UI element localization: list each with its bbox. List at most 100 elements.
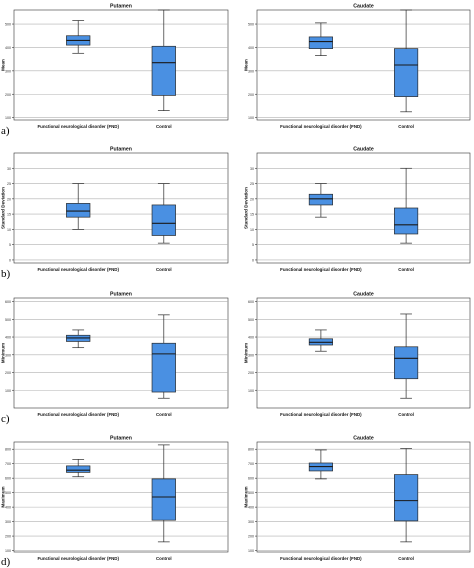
panel-5-ytick-label: 400	[5, 336, 11, 340]
panel-5-ytick-label: 300	[5, 353, 11, 357]
panel-5-frame	[13, 297, 229, 409]
panel-7-ylabel: Maximum	[1, 486, 6, 507]
panel-2-box	[308, 36, 333, 49]
panel-3-ytick-label: 25	[7, 182, 11, 186]
panel-7-ytick-label: 400	[5, 506, 11, 510]
panel-8-xtick-label: Functional neurological disorder (FND)	[280, 556, 362, 561]
panel-7-ytick-label: 500	[5, 491, 11, 495]
panel-3-box	[151, 204, 176, 236]
panel-1-xtick-label: Control	[156, 124, 172, 129]
panel-5-ytick-label: 500	[5, 318, 11, 322]
panel-7-ytick-label: 200	[5, 535, 11, 539]
panel-8-ytick-label: 300	[248, 520, 254, 524]
panel-1-ytick-label: 400	[5, 46, 11, 50]
panel-2-ytick-label: 200	[248, 93, 254, 97]
panel-3-xtick-label: Control	[156, 267, 172, 272]
panel-2-xtick-label: Control	[398, 124, 414, 129]
panel-1-xtick-label: Functional neurological disorder (FND)	[37, 124, 119, 129]
row-label-d: d)	[1, 556, 11, 568]
row-label-c: c)	[1, 413, 10, 425]
panel-8-box	[394, 474, 419, 522]
panel-3-frame	[13, 152, 229, 264]
panel-7-ytick-label: 800	[5, 448, 11, 452]
panel-8-frame	[256, 441, 471, 553]
panel-1-ytick-label: 200	[5, 93, 11, 97]
panel-6-box	[394, 346, 419, 380]
panel-5-ylabel: Minimum	[1, 343, 6, 363]
panel-7-box	[66, 465, 91, 473]
panel-2-xtick-label: Functional neurological disorder (FND)	[280, 124, 362, 129]
panel-8-ytick-label: 700	[248, 462, 254, 466]
panel-3-ytick-label: 10	[7, 228, 11, 232]
panel-4-ytick-label: 25	[250, 182, 254, 186]
panel-2-ytick-label: 400	[248, 46, 254, 50]
panel-6-xtick-label: Functional neurological disorder (FND)	[280, 412, 362, 417]
panel-4-box	[308, 193, 333, 206]
panel-1-ylabel: Mean	[1, 59, 6, 71]
panel-3-box	[66, 203, 91, 218]
panel-8-ytick-label: 500	[248, 491, 254, 495]
panel-7-title: Putamen	[110, 436, 132, 442]
row-label-b: b)	[1, 268, 11, 280]
panel-6-frame	[256, 297, 471, 409]
panel-3-ytick-label: 30	[7, 167, 11, 171]
panel-7-frame	[13, 441, 229, 553]
panel-7-ytick-label: 600	[5, 477, 11, 481]
panel-6-title: Caudate	[353, 292, 374, 298]
panel-6-ytick-label: 300	[248, 353, 254, 357]
panel-1-box	[151, 45, 176, 96]
panel-2-ytick-label: 500	[248, 23, 254, 27]
panel-3-xtick-label: Functional neurological disorder (FND)	[37, 267, 119, 272]
panel-8-title: Caudate	[353, 436, 374, 442]
panel-6-ytick-label: 500	[248, 318, 254, 322]
panel-8-ytick-label: 200	[248, 535, 254, 539]
panel-3-title: Putamen	[110, 147, 132, 153]
panel-5-title: Putamen	[110, 292, 132, 298]
panel-6-ytick-label: 400	[248, 336, 254, 340]
panel-1-ytick-label: 300	[5, 69, 11, 73]
panel-4-title: Caudate	[353, 147, 374, 153]
panel-5-ytick-label: 100	[5, 389, 11, 393]
panel-2-title: Caudate	[353, 4, 374, 10]
panel-2-box	[394, 48, 419, 97]
panel-3-ylabel: Standard Deviation	[1, 187, 6, 229]
panel-3-ytick-label: 15	[7, 213, 11, 217]
panel-8-ylabel: Maximum	[244, 486, 249, 507]
panel-4-ytick-label: 15	[250, 213, 254, 217]
panel-8-ytick-label: 100	[248, 549, 254, 553]
panel-7-xtick-label: Control	[156, 556, 172, 561]
panel-4-ytick-label: 5	[252, 243, 254, 247]
panel-1-title: Putamen	[110, 4, 132, 10]
panel-3-ytick-label: 20	[7, 197, 11, 201]
panel-6-ylabel: Minimum	[244, 343, 249, 363]
panel-4-ylabel: Standard Deviation	[244, 187, 249, 229]
panel-2-ylabel: Mean	[244, 59, 249, 71]
panel-2-ytick-label: 300	[248, 69, 254, 73]
panel-6-ytick-label: 200	[248, 371, 254, 375]
panel-4-xtick-label: Control	[398, 267, 414, 272]
panel-3-ytick-label: 5	[9, 243, 11, 247]
panel-7-ytick-label: 700	[5, 462, 11, 466]
panel-7-ytick-label: 300	[5, 520, 11, 524]
panel-6-xtick-label: Control	[398, 412, 414, 417]
panel-1-ytick-label: 500	[5, 23, 11, 27]
panel-2-frame	[256, 9, 471, 121]
panel-5-box	[151, 342, 176, 393]
panel-6-ytick-label: 100	[248, 389, 254, 393]
panel-7-box	[151, 478, 176, 521]
panel-4-ytick-label: 10	[250, 228, 254, 232]
panel-4-ytick-label: 30	[250, 167, 254, 171]
panel-8-ytick-label: 800	[248, 448, 254, 452]
panel-8-ytick-label: 600	[248, 477, 254, 481]
panel-2-ytick-label: 100	[248, 116, 254, 120]
panel-4-xtick-label: Functional neurological disorder (FND)	[280, 267, 362, 272]
panel-1-frame	[13, 9, 229, 121]
row-label-a: a)	[1, 125, 10, 137]
panel-4-ytick-label: 0	[252, 258, 254, 262]
panel-5-xtick-label: Functional neurological disorder (FND)	[37, 412, 119, 417]
panel-7-ytick-label: 100	[5, 549, 11, 553]
panel-1-ytick-label: 100	[5, 116, 11, 120]
panel-6-ytick-label: 600	[248, 300, 254, 304]
panel-8-xtick-label: Control	[398, 556, 414, 561]
